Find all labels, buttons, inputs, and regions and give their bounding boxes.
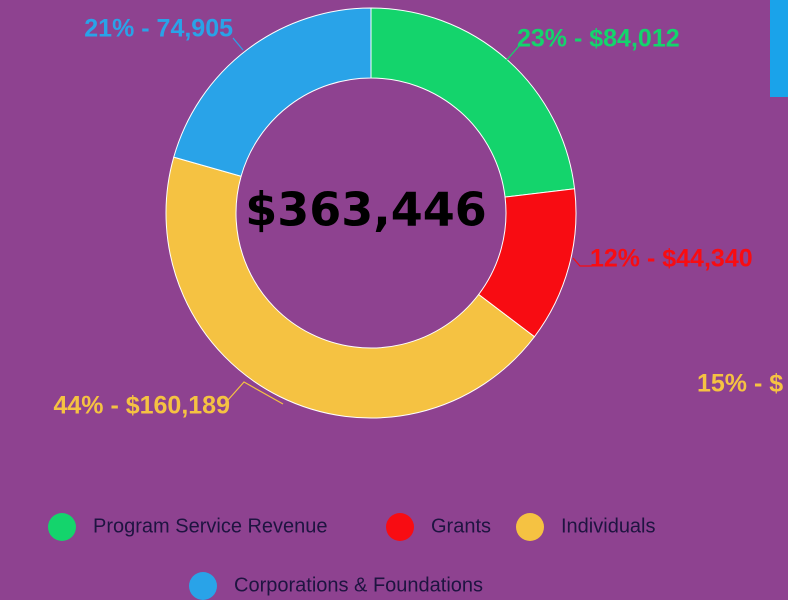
center-total: $363,446: [245, 183, 487, 237]
partial-panel: [770, 0, 788, 97]
data-label: 44% - $160,189: [53, 392, 230, 420]
legend-swatch: [189, 572, 217, 600]
legend-label: Individuals: [561, 515, 656, 537]
donut-slice: [165, 156, 536, 419]
data-label: 23% - $84,012: [517, 25, 680, 53]
leader-line: [572, 257, 592, 267]
legend-swatch: [386, 513, 414, 541]
legend-label: Program Service Revenue: [93, 515, 328, 537]
donut-slice: [173, 7, 372, 177]
data-label: 21% - 74,905: [84, 15, 233, 43]
leader-line: [227, 381, 284, 405]
legend-swatch: [48, 513, 76, 541]
annotation: 15% - $: [697, 370, 783, 398]
data-label: 12% - $44,340: [590, 245, 753, 273]
legend-label: Corporations & Foundations: [234, 574, 483, 596]
leader-line: [232, 37, 244, 51]
legend-label: Grants: [431, 515, 491, 537]
leader-line: [504, 45, 520, 63]
legend-swatch: [516, 513, 544, 541]
